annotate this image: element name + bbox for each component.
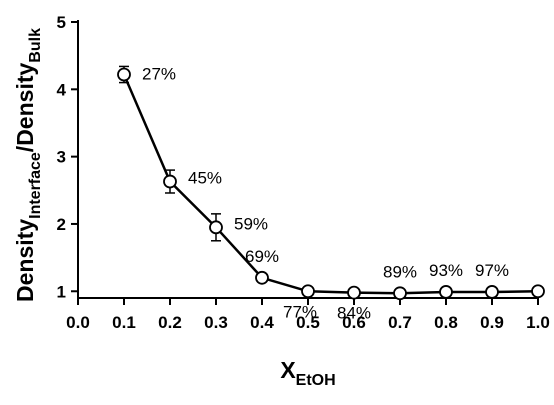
marker xyxy=(255,270,269,285)
x-tick-label: 0.5 xyxy=(296,313,320,332)
point-label: 77% xyxy=(283,302,317,321)
y-label-part: /Density xyxy=(12,62,38,152)
x-axis-label: XEtOH xyxy=(280,357,335,389)
x-tick-label: 0.9 xyxy=(480,313,504,332)
point-label: 27% xyxy=(142,65,176,84)
marker xyxy=(163,174,177,189)
marker xyxy=(531,284,545,299)
point-label: 45% xyxy=(188,169,222,188)
marker xyxy=(117,67,131,82)
marker xyxy=(347,285,361,300)
x-tick-label: 0.6 xyxy=(342,313,366,332)
y-axis-label: DensityInterface/DensityBulk xyxy=(12,28,44,302)
x-tick-label: 0.1 xyxy=(112,313,136,332)
y-label-part: Density xyxy=(12,219,38,302)
marker xyxy=(485,285,499,299)
marker xyxy=(439,285,453,299)
point-label: 89% xyxy=(383,262,417,281)
y-tick-label: 4 xyxy=(57,80,67,99)
x-label-main: X xyxy=(280,357,296,383)
marker xyxy=(393,286,407,301)
x-tick-label: 0.0 xyxy=(66,313,90,332)
x-tick-label: 0.7 xyxy=(388,313,412,332)
point-label: 69% xyxy=(245,247,279,266)
y-tick-label: 1 xyxy=(57,282,66,301)
x-tick-label: 0.2 xyxy=(158,313,182,332)
y-tick-label: 3 xyxy=(57,148,66,167)
data-line xyxy=(122,74,539,295)
y-tick-label: 5 xyxy=(57,13,66,32)
x-tick-label: 0.4 xyxy=(250,313,274,332)
x-tick-label: 0.3 xyxy=(204,313,228,332)
point-label: 59% xyxy=(234,214,268,233)
x-tick-label: 1.0 xyxy=(526,313,550,332)
x-tick-label: 0.8 xyxy=(434,313,458,332)
x-label-sub: EtOH xyxy=(296,372,336,389)
y-label-sub: Interface xyxy=(27,152,44,219)
y-tick-label: 2 xyxy=(57,215,66,234)
y-label-sub: Bulk xyxy=(27,28,44,63)
point-label: 93% xyxy=(429,261,463,280)
marker xyxy=(209,220,223,235)
marker xyxy=(301,284,315,299)
point-label: 97% xyxy=(475,261,509,280)
point-label: 84% xyxy=(337,304,371,323)
